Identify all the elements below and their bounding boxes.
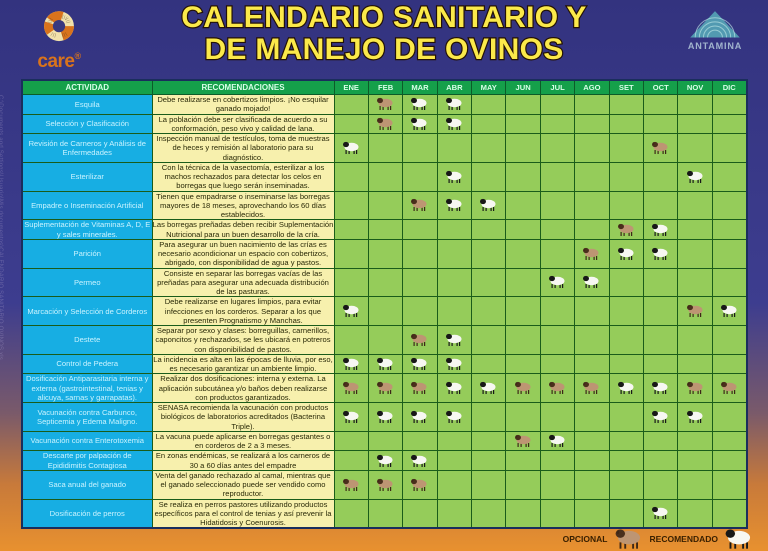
svg-text:ANTAMINA: ANTAMINA (688, 41, 742, 51)
